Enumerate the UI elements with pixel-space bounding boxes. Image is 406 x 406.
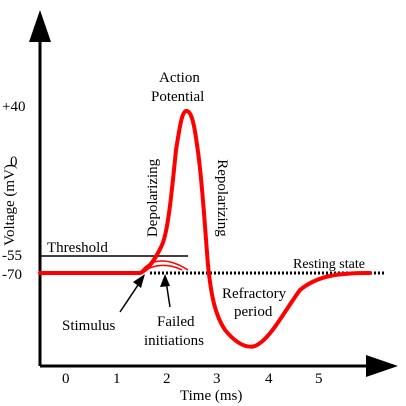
y-axis-label: Voltage (mV) — [2, 164, 18, 246]
failed-initiations-arrowhead — [160, 274, 170, 287]
threshold-label: Threshold — [47, 240, 108, 256]
membrane-potential-curve — [38, 109, 372, 349]
stimulus-label: Stimulus — [62, 318, 116, 334]
stimulus-arrowhead — [133, 274, 145, 288]
x-tick-5: 5 — [315, 371, 323, 387]
action-potential-label-line2: Potential — [151, 89, 204, 105]
x-tick-1: 1 — [113, 371, 121, 387]
action-potential-label-line1: Action — [159, 70, 200, 86]
y-tick-plus40: +40 — [2, 99, 25, 115]
refractory-label-line1: Refractory — [222, 286, 287, 302]
y-tick-minus70: -70 — [2, 267, 22, 283]
repolarizing-label: Repolarizing — [214, 159, 230, 237]
failed-initiations-label-line2: initiations — [144, 333, 204, 349]
resting-state-label: Resting state — [293, 257, 365, 272]
y-axis-arrowhead — [29, 10, 51, 42]
y-tick-minus55: -55 — [2, 248, 22, 264]
x-tick-0: 0 — [62, 371, 70, 387]
y-tick-0: 0 — [10, 154, 18, 170]
failed-initiations-label-line1: Failed — [157, 314, 195, 330]
x-axis-label: Time (ms) — [180, 388, 242, 404]
x-axis-arrowhead — [366, 355, 398, 377]
refractory-label-line2: period — [234, 304, 273, 320]
x-tick-3: 3 — [213, 371, 221, 387]
depolarizing-label: Depolarizing — [145, 158, 161, 237]
x-tick-2: 2 — [163, 371, 171, 387]
x-tick-4: 4 — [265, 371, 273, 387]
